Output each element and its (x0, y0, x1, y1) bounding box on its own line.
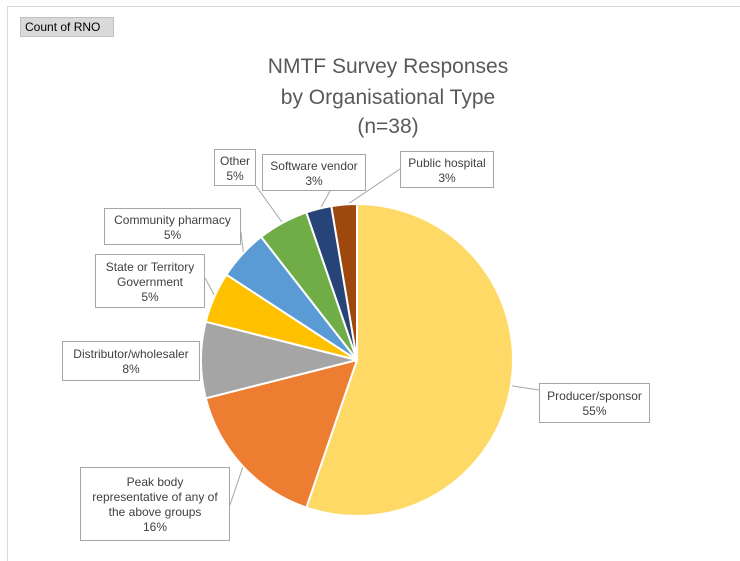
data-label-public-hospital: Public hospital 3% (400, 151, 494, 188)
chart-title-line-1: NMTF Survey Responses (267, 55, 509, 78)
data-label-category: Government (116, 274, 184, 289)
pie-slice-peak-body-representative-of-any-of-the-above-groups[interactable] (204, 358, 359, 509)
data-label-category: Software vendor (270, 158, 358, 173)
leader-line-public-hospital (344, 168, 401, 207)
data-label-category: Distributor/wholesaler (73, 347, 189, 361)
data-label-category: Peak body (126, 475, 184, 489)
data-label-percent: 3% (305, 173, 323, 188)
data-label-category: State or Territory (105, 259, 195, 274)
data-label-percent: 5% (226, 168, 244, 183)
data-label-community-pharmacy: Community pharmacy 5% (104, 208, 241, 245)
data-label-category: Public hospital (408, 155, 486, 170)
chart-frame-left-edge (7, 6, 8, 561)
leader-line-producer-sponsor (508, 384, 540, 391)
data-label-percent: 5% (163, 227, 182, 242)
chart-title-line-2: by Organisational Type (280, 86, 496, 109)
data-label-category: Community pharmacy (114, 212, 231, 227)
data-label-percent: 8% (122, 362, 140, 376)
data-label-percent: 3% (438, 170, 456, 185)
pie-slice-public-hospital[interactable] (330, 202, 358, 361)
data-label-category: the above groups (108, 505, 202, 519)
leader-line-state-or-territory-government (204, 277, 217, 299)
data-label-software-vendor: Software vendor 3% (262, 154, 366, 191)
leader-line-community-pharmacy (240, 231, 245, 256)
data-label-category: Producer/sponsor (547, 389, 642, 403)
data-label-percent: 16% (142, 520, 168, 534)
chart-frame-top-edge (7, 6, 740, 7)
data-label-category: Other (219, 153, 250, 168)
data-label-percent: 55% (582, 404, 607, 418)
data-label-other: Other 5% (214, 149, 256, 186)
data-label-category: representative of any of (92, 490, 218, 504)
data-label-producer-sponsor: Producer/sponsor 55% (539, 383, 650, 423)
data-label-peak-body-representative-of-any-of-the-above-groups: Peak body representative of any of the abo… (80, 467, 230, 541)
leader-line-other (255, 185, 285, 225)
pie-slice-producer-sponsor[interactable] (305, 202, 515, 517)
leader-line-peak-body-representative-of-any-of-the-above-groups (229, 464, 245, 506)
data-label-percent: 5% (141, 289, 159, 304)
data-label-state-or-territory-government: State or Territory Government 5% (95, 254, 205, 308)
data-label-distributor-wholesaler: Distributor/wholesaler 8% (62, 341, 200, 381)
pivot-field-button[interactable]: Count of RNO (20, 17, 114, 37)
chart-title-line-3: (n=38) (357, 115, 419, 138)
